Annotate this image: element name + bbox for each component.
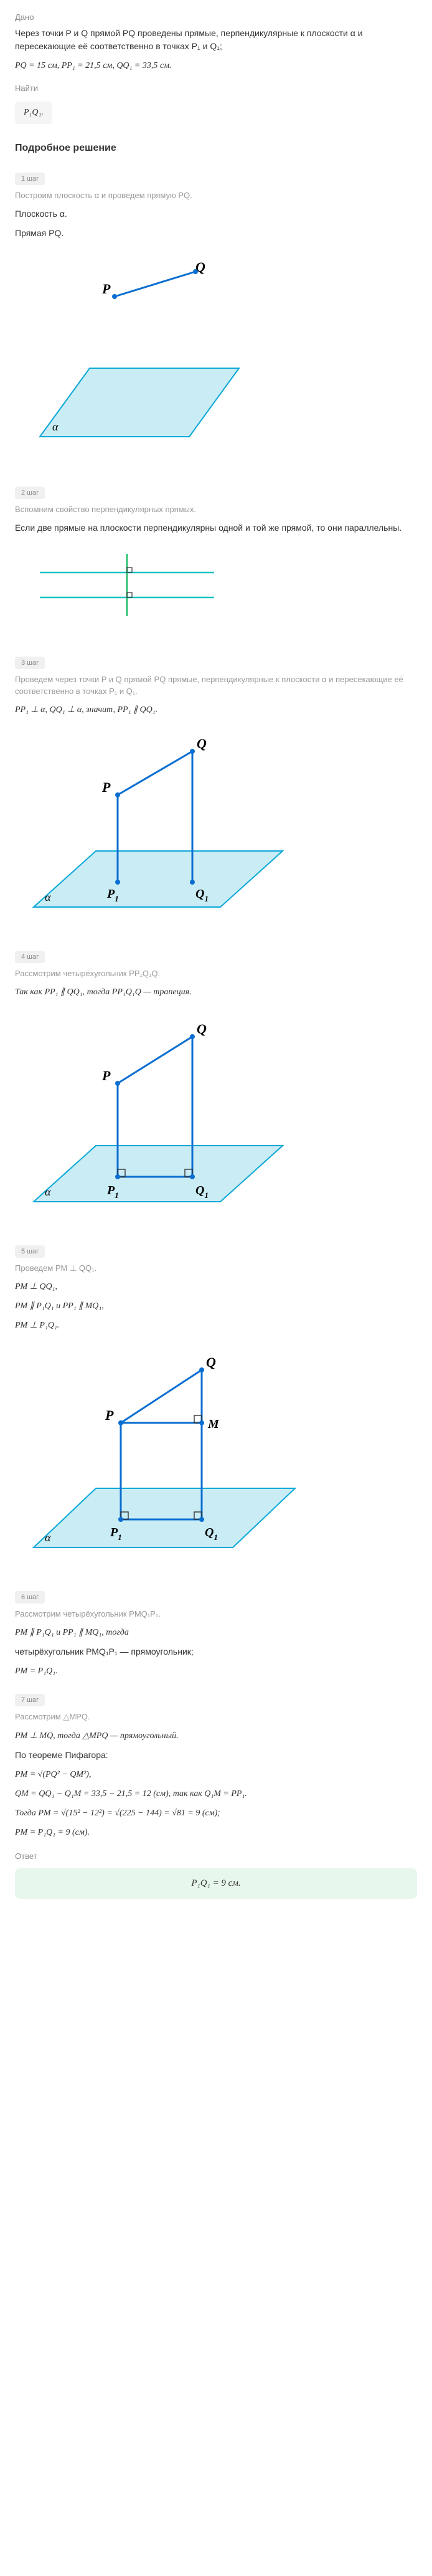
step2-line1: Если две прямые на плоскости перпендикул… bbox=[15, 521, 417, 535]
step5-line2: PM ∥ P₁Q₁ и PP₁ ∥ MQ₁, bbox=[15, 1300, 417, 1313]
figure-5: α P Q M P1 Q1 bbox=[15, 1342, 417, 1566]
svg-text:Q: Q bbox=[206, 1354, 216, 1370]
step5-line3: PM ⊥ P₁Q₁. bbox=[15, 1319, 417, 1332]
step6-line1: PM ∥ P₁Q₁ и PP₁ ∥ MQ₁, тогда bbox=[15, 1626, 417, 1639]
svg-text:α: α bbox=[45, 1186, 51, 1198]
figure-3: α P Q P1 Q1 bbox=[15, 726, 417, 926]
svg-text:Q: Q bbox=[197, 1021, 207, 1037]
step-desc-1: Построим плоскость α и проведем прямую P… bbox=[15, 190, 417, 201]
given-values: PQ = 15 см, PP₁ = 21,5 см, QQ₁ = 33,5 см… bbox=[15, 59, 417, 72]
step-badge-6: 6 шаг bbox=[15, 1591, 45, 1604]
given-text: Через точки P и Q прямой PQ проведены пр… bbox=[15, 27, 417, 53]
step6-line2: четырёхугольник PMQ₁P₁ — прямоугольник; bbox=[15, 1645, 417, 1658]
label-P: P bbox=[101, 281, 111, 297]
step-badge-3: 3 шаг bbox=[15, 657, 45, 669]
step-desc-5: Проведем PM ⊥ QQ₁. bbox=[15, 1263, 417, 1274]
step7-line2: По теореме Пифагора: bbox=[15, 1749, 417, 1762]
step7-line1: PM ⊥ MQ, тогда △MPQ — прямоугольный. bbox=[15, 1729, 417, 1742]
step6-line3: PM = P₁Q₁. bbox=[15, 1665, 417, 1678]
step5-line1: PM ⊥ QQ₁, bbox=[15, 1280, 417, 1293]
plane-alpha bbox=[40, 368, 239, 437]
step-desc-3: Проведем через точки P и Q прямой PQ пря… bbox=[15, 674, 417, 696]
figure-4: α P Q P1 Q1 bbox=[15, 1009, 417, 1220]
svg-text:α: α bbox=[45, 891, 51, 903]
step7-line4: QM = QQ₁ − Q₁M = 33,5 − 21,5 = 12 (см), … bbox=[15, 1787, 417, 1800]
answer-label: Ответ bbox=[15, 1851, 417, 1861]
step-badge-2: 2 шаг bbox=[15, 487, 45, 499]
step3-line1: PP₁ ⊥ α, QQ₁ ⊥ α, значит, PP₁ ∥ QQ₁. bbox=[15, 703, 417, 716]
step-badge-4: 4 шаг bbox=[15, 951, 45, 963]
svg-text:P: P bbox=[105, 1407, 114, 1423]
step-desc-4: Рассмотрим четырёхугольник PP₁Q₁Q. bbox=[15, 968, 417, 979]
step7-line3: PM = √(PQ² − QM²), bbox=[15, 1768, 417, 1781]
step7-line5: Тогда PM = √(15² − 12²) = √(225 − 144) =… bbox=[15, 1807, 417, 1820]
step-badge-7: 7 шаг bbox=[15, 1694, 45, 1706]
step-desc-7: Рассмотрим △MPQ. bbox=[15, 1711, 417, 1723]
solution-heading: Подробное решение bbox=[15, 143, 417, 154]
svg-text:P: P bbox=[101, 1068, 111, 1083]
step1-line2: Прямая PQ. bbox=[15, 227, 417, 240]
step-badge-1: 1 шаг bbox=[15, 173, 45, 185]
step7-line6: PM = P₁Q₁ = 9 (см). bbox=[15, 1826, 417, 1839]
svg-text:Q: Q bbox=[197, 736, 207, 751]
figure-2 bbox=[15, 544, 417, 632]
svg-text:P: P bbox=[101, 779, 111, 795]
label-alpha: α bbox=[52, 421, 59, 433]
answer-value: P₁Q₁ = 9 см. bbox=[15, 1868, 417, 1899]
step-badge-5: 5 шаг bbox=[15, 1245, 45, 1258]
svg-text:M: M bbox=[207, 1417, 220, 1431]
figure-1: P Q α bbox=[15, 250, 417, 462]
given-label: Дано bbox=[15, 12, 417, 22]
step-desc-2: Вспомним свойство перпендикулярных прямы… bbox=[15, 504, 417, 515]
find-value: P₁Q₁. bbox=[15, 102, 52, 124]
step-desc-6: Рассмотрим четырёхугольник PMQ₁P₁. bbox=[15, 1609, 417, 1620]
step1-line1: Плоскость α. bbox=[15, 207, 417, 221]
find-label: Найти bbox=[15, 83, 417, 93]
svg-text:α: α bbox=[45, 1531, 51, 1544]
line-pq bbox=[115, 272, 195, 297]
step4-line1: Так как PP₁ ∥ QQ₁, тогда PP₁Q₁Q — трапец… bbox=[15, 986, 417, 999]
